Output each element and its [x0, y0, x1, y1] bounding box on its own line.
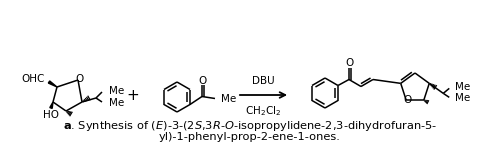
Text: O: O	[75, 74, 83, 84]
Text: $\mathbf{a}$. Synthesis of ($\mathit{E}$)-3-(2$\mathit{S}$,3$\mathit{R}$-$\mathi: $\mathbf{a}$. Synthesis of ($\mathit{E}$…	[63, 119, 437, 133]
Text: Me: Me	[109, 98, 124, 108]
Text: Me: Me	[221, 94, 236, 103]
Text: Me: Me	[456, 93, 470, 103]
Polygon shape	[50, 102, 53, 108]
Text: HO: HO	[43, 110, 59, 120]
Text: Me: Me	[456, 82, 470, 92]
Text: yl)-1-phenyl-prop-2-ene-1-ones.: yl)-1-phenyl-prop-2-ene-1-ones.	[159, 132, 341, 142]
Text: DBU: DBU	[252, 76, 275, 86]
Text: OHC: OHC	[22, 74, 45, 84]
Text: O: O	[346, 58, 354, 69]
Text: O: O	[403, 95, 411, 105]
Text: O: O	[199, 75, 207, 86]
Text: +: +	[126, 87, 140, 103]
Polygon shape	[48, 81, 57, 87]
Text: CH$_2$Cl$_2$: CH$_2$Cl$_2$	[246, 104, 282, 118]
Text: Me: Me	[109, 86, 124, 96]
